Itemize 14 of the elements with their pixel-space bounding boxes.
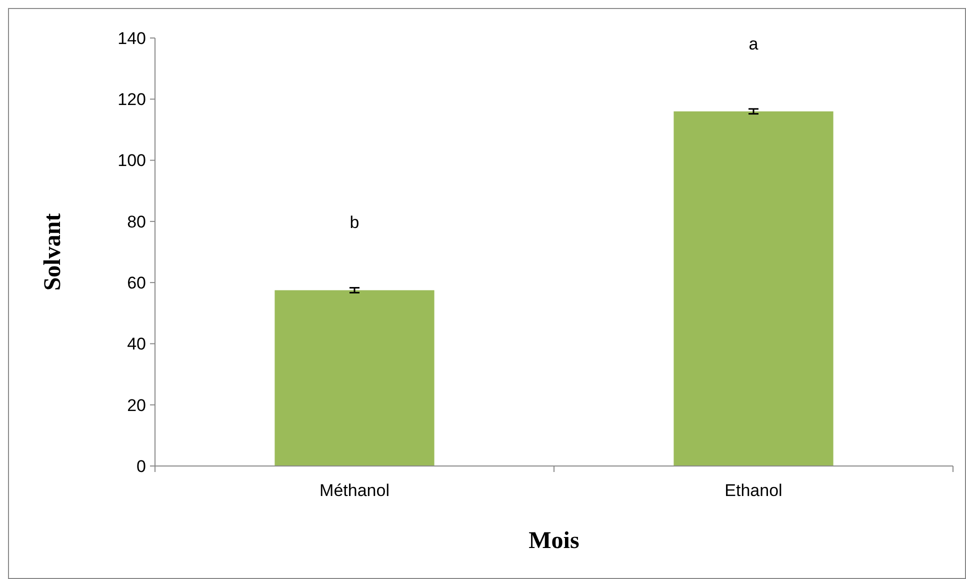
x-tick-label: Méthanol: [320, 481, 390, 500]
y-tick-label: 60: [127, 274, 146, 293]
y-tick-label: 20: [127, 396, 146, 415]
y-tick-label: 120: [118, 90, 146, 110]
y-tick-label: 140: [118, 28, 146, 48]
annotation: a: [748, 34, 759, 54]
y-axis-title: Solvant: [40, 213, 66, 291]
y-tick-label: 40: [127, 334, 146, 354]
y-tick-label: 80: [127, 212, 146, 232]
annotation: b: [350, 213, 360, 232]
x-axis-title: Mois: [528, 528, 580, 554]
y-tick-label: 0: [136, 456, 146, 476]
y-tick-label: 100: [118, 151, 146, 170]
x-tick-label: Ethanol: [724, 481, 782, 500]
